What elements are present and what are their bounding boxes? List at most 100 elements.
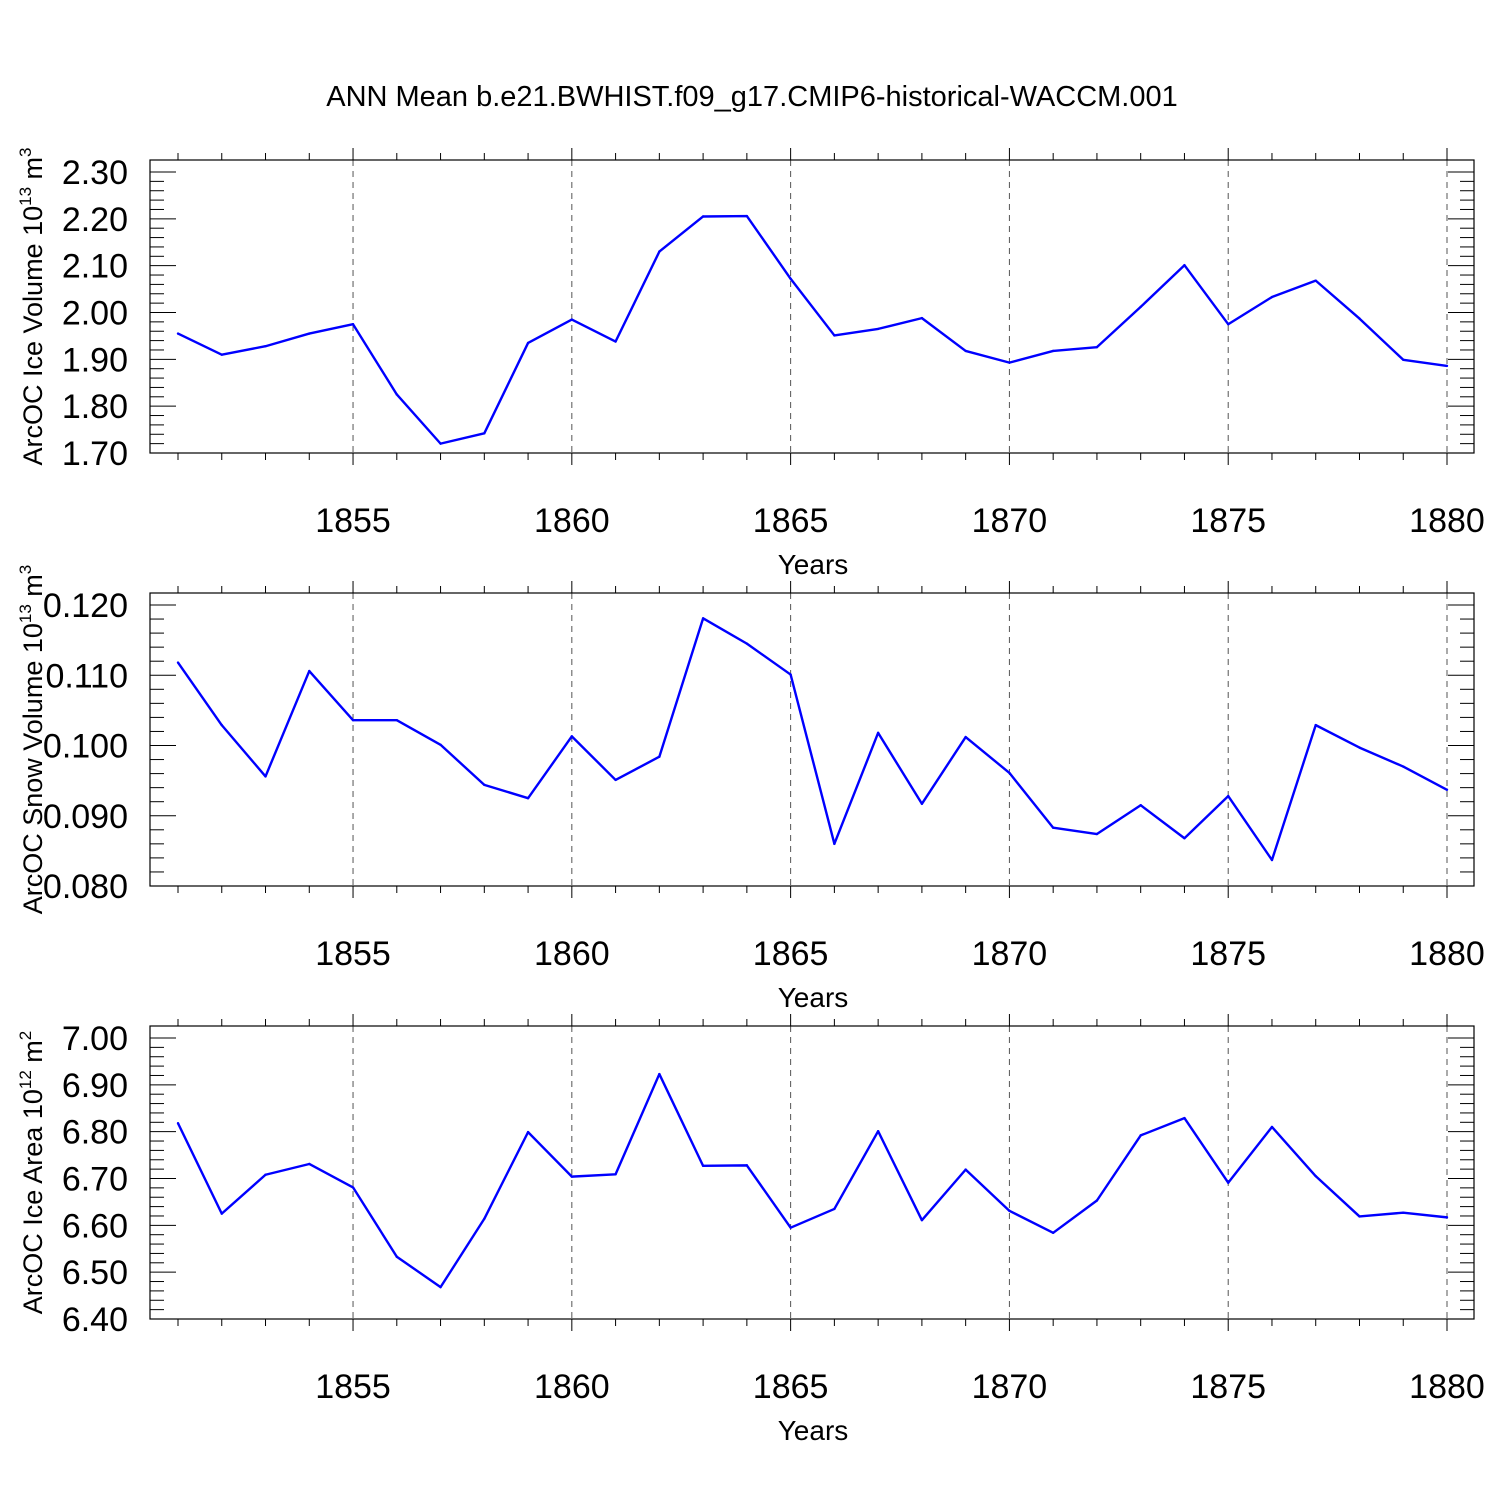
y-axis-label: ArcOC Snow Volume 1013 m3 [16, 565, 48, 915]
y-axis-label-superscript: 3 [16, 565, 35, 574]
x-tick-label: 1875 [1190, 502, 1266, 540]
data-point [1270, 295, 1274, 299]
data-point [1358, 1215, 1361, 1218]
x-tick-label: 1865 [753, 502, 829, 540]
y-axis-label-text: ArcOC Ice Area 10 [18, 1089, 48, 1314]
y-tick-label: 0.100 [43, 728, 128, 766]
data-point [745, 642, 749, 645]
data-point [833, 334, 836, 337]
x-tick-label: 1870 [972, 1368, 1048, 1406]
data-point [308, 669, 311, 673]
data-point [789, 1226, 792, 1229]
data-point [1139, 804, 1142, 807]
y-axis-label: ArcOC Ice Volume 1013 m3 [16, 147, 48, 465]
y-axis-label-text: m [18, 574, 48, 604]
x-tick-label: 1880 [1409, 502, 1485, 540]
data-point [1008, 771, 1011, 775]
data-point [745, 214, 749, 218]
data-point [308, 332, 311, 335]
data-point [920, 316, 924, 320]
data-point [614, 340, 617, 343]
data-point [439, 1285, 442, 1289]
data-point [1358, 317, 1361, 320]
data-point [1008, 361, 1011, 364]
y-tick-label: 0.090 [43, 798, 128, 836]
y-axis-label-superscript: 2 [16, 1031, 35, 1040]
panel-2: 0.080 0.090 0.100 0.110 0.120 1855 1860 1865 187… [16, 565, 1485, 1013]
data-point [483, 1217, 486, 1220]
data-point [745, 1164, 749, 1167]
series-line [176, 1072, 1448, 1289]
data-point [351, 1186, 355, 1189]
data-point [1270, 858, 1274, 862]
data-point [964, 735, 967, 739]
data-point [876, 1129, 880, 1133]
y-tick-label: 6.50 [62, 1254, 128, 1292]
y-tick-label: 6.40 [62, 1301, 128, 1339]
data-point [395, 393, 398, 396]
x-axis-label: Years [778, 982, 849, 1013]
data-point [789, 673, 792, 676]
data-point [1095, 1199, 1099, 1202]
data-point [658, 1072, 661, 1076]
y-tick-label: 6.60 [62, 1207, 128, 1245]
y-axis-label: ArcOC Ice Area 1012 m2 [16, 1031, 48, 1315]
data-point [526, 1130, 530, 1134]
data-point [570, 735, 574, 738]
series-line [177, 617, 1448, 862]
data-point [1183, 263, 1186, 267]
data-point [1008, 1209, 1011, 1213]
y-tick-label: 1.80 [62, 388, 128, 426]
x-tick-label: 1865 [753, 935, 829, 973]
data-point [1445, 1216, 1449, 1219]
y-tick-label: 1.70 [62, 435, 128, 473]
data-point [220, 353, 223, 356]
y-tick-label: 0.120 [43, 587, 128, 625]
data-point [439, 743, 442, 746]
data-point [1270, 1125, 1274, 1129]
data-point [1227, 1181, 1230, 1184]
data-point [1227, 323, 1230, 326]
y-axis-label-text: ArcOC Snow Volume 10 [18, 623, 48, 914]
plot-frame [149, 159, 1475, 454]
x-tick-label: 1860 [534, 502, 610, 540]
y-tick-label: 6.80 [62, 1114, 128, 1152]
y-axis-label-text: m [18, 157, 48, 187]
y-tick-label: 2.10 [62, 248, 128, 286]
plot-frame [149, 1025, 1475, 1320]
x-tick-label: 1860 [534, 935, 610, 973]
data-point [1314, 1174, 1317, 1178]
data-point [658, 755, 661, 758]
x-axis-label: Years [778, 1415, 849, 1446]
x-tick-label: 1865 [753, 1368, 829, 1406]
y-tick-label: 0.110 [45, 657, 128, 695]
y-tick-label: 2.00 [62, 295, 128, 333]
x-tick-label: 1880 [1409, 935, 1485, 973]
data-point [570, 318, 574, 321]
data-point [351, 323, 355, 326]
panels: 1.70 1.80 1.90 2.00 2.10 2.20 2.30 1855 1860 1865… [16, 147, 1485, 1446]
series-line [177, 214, 1448, 445]
data-point [220, 1212, 223, 1215]
x-tick-label: 1855 [315, 1368, 391, 1406]
data-point [526, 796, 530, 800]
y-axis-label-superscript: 12 [16, 1070, 35, 1089]
data-point [351, 719, 355, 722]
data-point [264, 345, 267, 348]
data-point [701, 215, 705, 218]
data-point [264, 1173, 267, 1176]
y-tick-label: 7.00 [62, 1020, 128, 1058]
data-point [1051, 826, 1055, 829]
data-point [920, 802, 924, 806]
data-point [789, 277, 792, 280]
data-point [264, 775, 267, 778]
data-point [614, 778, 617, 782]
data-point [1095, 345, 1099, 349]
data-point [570, 1175, 574, 1178]
data-point [483, 783, 486, 787]
data-point [1051, 349, 1055, 353]
data-point [395, 719, 398, 722]
data-point [1095, 832, 1099, 836]
y-axis-label-superscript: 3 [16, 147, 35, 156]
